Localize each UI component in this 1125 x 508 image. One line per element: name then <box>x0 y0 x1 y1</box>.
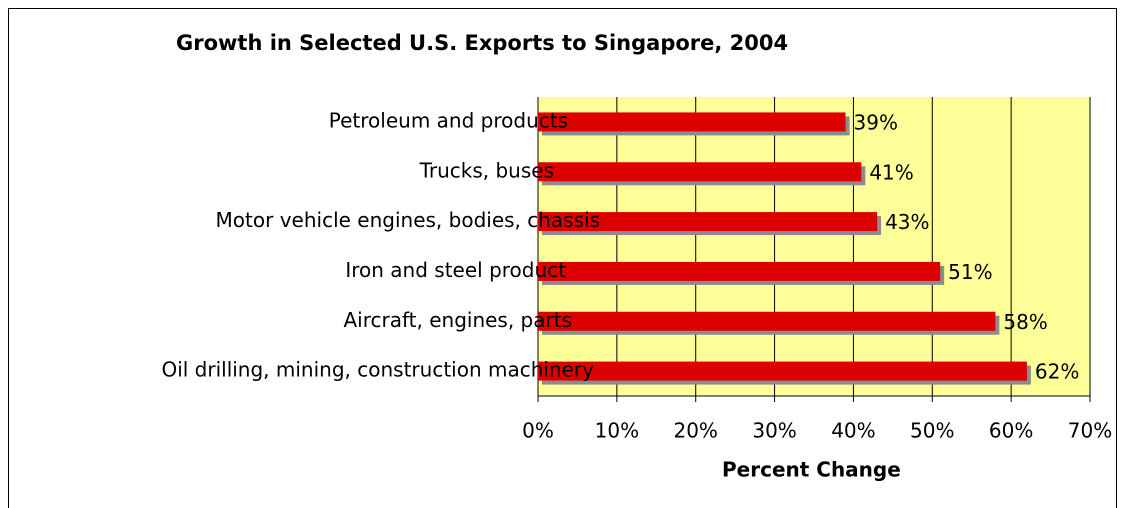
data-label: 58% <box>1003 310 1047 334</box>
bar <box>538 261 941 281</box>
bar <box>538 212 878 232</box>
bar <box>538 361 1027 381</box>
x-tick-label: 50% <box>910 419 954 443</box>
x-tick-label: 20% <box>673 419 717 443</box>
data-label: 39% <box>854 110 898 134</box>
category-label: Iron and steel product <box>345 258 566 282</box>
x-tick-label: 70% <box>1068 419 1112 443</box>
category-label: Motor vehicle engines, bodies, chassis <box>216 208 600 232</box>
x-tick-label: 0% <box>522 419 554 443</box>
category-label: Trucks, buses <box>419 158 554 182</box>
chart-title: Growth in Selected U.S. Exports to Singa… <box>176 31 788 55</box>
plot-background <box>538 97 1090 396</box>
category-label: Aircraft, engines, parts <box>343 308 572 332</box>
data-label: 41% <box>869 160 913 184</box>
x-tick-label: 30% <box>752 419 796 443</box>
bar <box>538 112 846 132</box>
bar <box>538 311 996 331</box>
data-label: 51% <box>948 260 992 284</box>
x-tick-label: 60% <box>989 419 1033 443</box>
data-label: 43% <box>885 210 929 234</box>
category-label: Oil drilling, mining, construction machi… <box>161 358 594 382</box>
x-axis-title: Percent Change <box>722 458 901 482</box>
x-tick-label: 10% <box>595 419 639 443</box>
x-tick-label: 40% <box>831 419 875 443</box>
data-label: 62% <box>1035 360 1079 384</box>
bar <box>538 162 862 182</box>
category-label: Petroleum and products <box>329 108 568 132</box>
